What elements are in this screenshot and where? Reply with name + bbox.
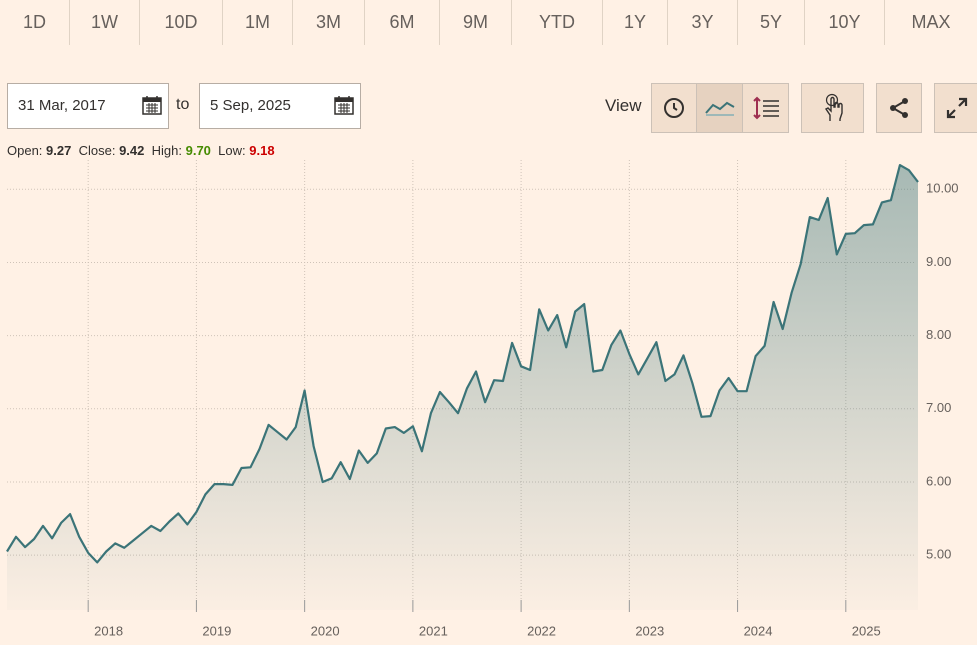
range-button[interactable]: 1M (223, 0, 293, 45)
y-tick-label: 9.00 (926, 254, 951, 269)
date-separator: to (176, 96, 190, 113)
y-tick-label: 6.00 (926, 473, 951, 488)
range-button[interactable]: 6M (365, 0, 440, 45)
date-from[interactable]: 31 Mar, 2017 (7, 83, 169, 129)
line-chart-button[interactable] (696, 83, 743, 133)
x-tick-label: 2021 (419, 623, 448, 638)
range-button[interactable]: YTD (512, 0, 603, 45)
date-from-text: 31 Mar, 2017 (18, 97, 106, 114)
range-button[interactable]: 10Y (805, 0, 885, 45)
x-tick-label: 2025 (852, 623, 881, 638)
time-button[interactable] (651, 83, 697, 133)
y-tick-label: 5.00 (926, 547, 951, 562)
settings-icon (752, 96, 779, 120)
high-label: High: (151, 143, 182, 158)
y-tick-label: 10.00 (926, 181, 959, 196)
view-label: View (605, 96, 642, 115)
area (7, 165, 918, 610)
x-tick-label: 2019 (202, 623, 231, 638)
line-icon (704, 101, 734, 116)
x-tick-label: 2023 (635, 623, 664, 638)
open-value: 9.27 (46, 143, 72, 158)
hand-icon (824, 93, 843, 121)
range-button[interactable]: MAX (911, 12, 951, 32)
ohlc-summary: Open: 9.27 Close: 9.42 High: 9.70 Low: 9… (7, 143, 275, 159)
range-button[interactable]: 9M (440, 0, 512, 45)
range-button[interactable]: 1Y (603, 0, 668, 45)
x-tick-label: 2020 (311, 623, 340, 638)
gesture-button[interactable] (801, 83, 864, 133)
range-button[interactable]: 1W (70, 0, 140, 45)
calendar-icon[interactable] (142, 95, 162, 115)
settings-button[interactable] (742, 83, 789, 133)
clock-icon (664, 98, 684, 118)
range-button[interactable]: 10D (140, 0, 223, 45)
y-tick-label: 7.00 (926, 400, 951, 415)
range-button[interactable]: 1D (0, 0, 70, 45)
open-label: Open: (7, 143, 43, 158)
expand-icon (946, 97, 968, 119)
x-tick-label: 2022 (527, 623, 556, 638)
share-button[interactable] (876, 83, 922, 133)
date-to-text: 5 Sep, 2025 (210, 97, 291, 114)
low-value: 9.18 (249, 143, 275, 158)
range-button[interactable]: 5Y (738, 0, 805, 45)
line (6, 164, 919, 564)
range-button[interactable]: 3M (293, 0, 365, 45)
close-value: 9.42 (119, 143, 145, 158)
x-tick-label: 2024 (744, 623, 773, 638)
calendar-icon[interactable] (334, 95, 354, 115)
x-tick-label: 2018 (94, 623, 123, 638)
expand-button[interactable] (934, 83, 977, 133)
share-icon (890, 98, 908, 118)
range-button[interactable]: 3Y (668, 0, 738, 45)
high-value: 9.70 (185, 143, 211, 158)
date-to[interactable]: 5 Sep, 2025 (199, 83, 361, 129)
close-label: Close: (78, 143, 116, 158)
low-label: Low: (218, 143, 246, 158)
y-tick-label: 8.00 (926, 327, 951, 342)
